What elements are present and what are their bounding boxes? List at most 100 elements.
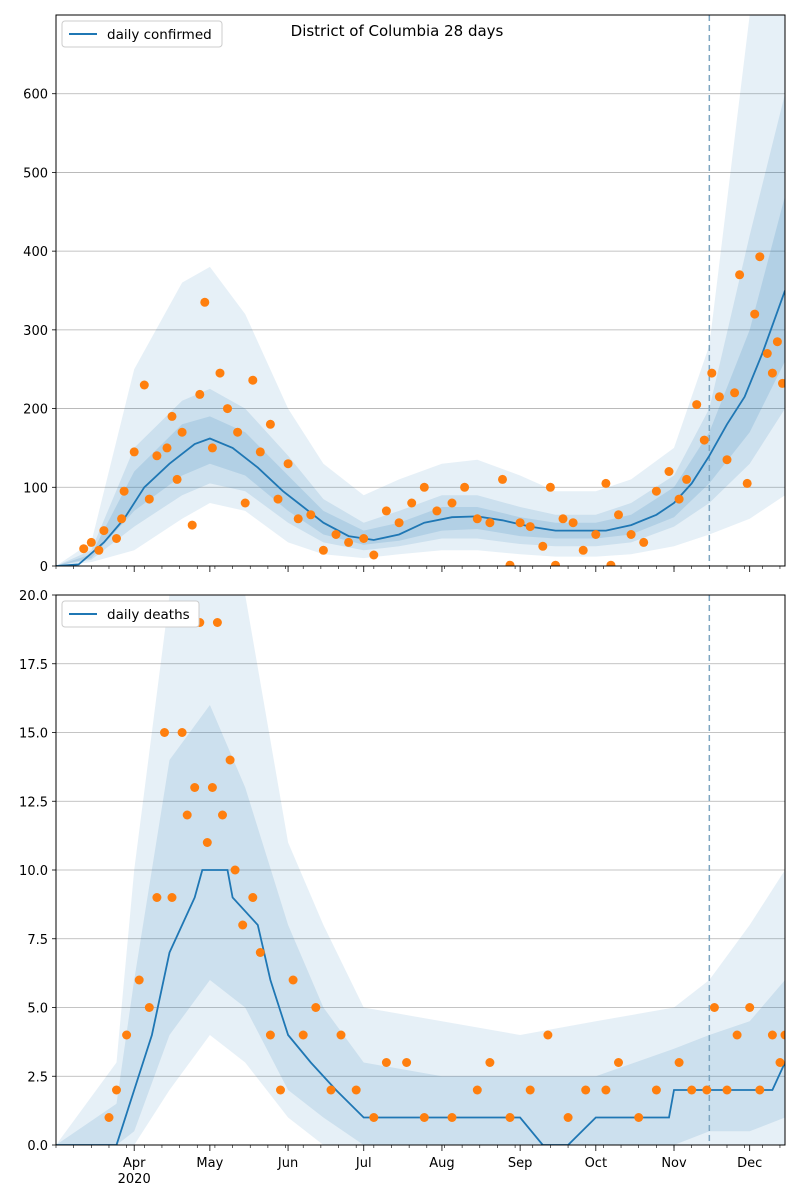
observed-point xyxy=(288,975,298,985)
observed-point xyxy=(238,920,248,930)
observed-point xyxy=(187,520,197,530)
observed-point xyxy=(273,494,283,504)
observed-point xyxy=(212,618,222,627)
observed-point xyxy=(505,1113,515,1122)
observed-point xyxy=(223,404,232,414)
observed-point xyxy=(344,537,354,547)
deaths-panel: 0.0 2.5 5.0 7.5 10.0 12.5 15.0 17.5 20.0 Apr May Ju… xyxy=(19,589,786,1187)
observed-point xyxy=(674,494,684,504)
observed-point xyxy=(606,560,616,566)
y-tick-label: 20.0 xyxy=(19,589,48,604)
observed-point xyxy=(742,478,752,488)
observed-point xyxy=(104,1113,114,1122)
observed-point xyxy=(255,447,265,457)
observed-point xyxy=(778,378,785,388)
y-tick-label: 200 xyxy=(23,403,48,418)
observed-point xyxy=(276,1085,285,1095)
observed-point xyxy=(699,435,709,445)
observed-point xyxy=(248,893,258,902)
figure-title: District of Columbia 28 days xyxy=(291,22,504,40)
y-tick-label: 0.0 xyxy=(27,1139,48,1154)
observed-point xyxy=(558,514,568,524)
observed-point xyxy=(674,1058,684,1067)
observed-point xyxy=(762,349,772,358)
observed-point xyxy=(780,1030,785,1040)
observed-point xyxy=(129,447,139,457)
y-tick-label: 10.0 xyxy=(19,864,48,879)
observed-point xyxy=(601,478,611,488)
observed-point xyxy=(94,545,104,555)
observed-point xyxy=(538,541,548,551)
observed-point xyxy=(568,518,578,528)
observed-point xyxy=(265,1030,275,1040)
observed-point xyxy=(122,1030,132,1040)
observed-point xyxy=(369,1113,379,1122)
observed-point xyxy=(735,270,745,280)
observed-point xyxy=(134,975,144,985)
y-tick-label: 100 xyxy=(23,481,48,496)
observed-point xyxy=(407,498,417,508)
y-tick-label: 17.5 xyxy=(19,658,48,673)
x-tick-label: May xyxy=(196,1156,223,1171)
observed-point xyxy=(230,865,240,875)
observed-point xyxy=(732,1030,742,1040)
observed-point xyxy=(119,486,129,496)
observed-point xyxy=(447,498,457,508)
observed-point xyxy=(505,560,515,566)
observed-point xyxy=(525,1085,535,1095)
observed-point xyxy=(485,518,495,528)
observed-point xyxy=(664,467,674,476)
observed-point xyxy=(144,494,154,504)
median-line xyxy=(56,869,785,1145)
observed-point xyxy=(351,1085,361,1095)
x-tick-label: Jun xyxy=(277,1156,298,1171)
x-tick-label: Dec xyxy=(737,1156,762,1171)
y-tick-label: 7.5 xyxy=(27,933,48,948)
observed-point xyxy=(707,368,717,378)
observed-point xyxy=(225,755,235,765)
observed-point xyxy=(240,498,250,508)
observed-point xyxy=(200,297,210,307)
confirmed-legend: daily confirmed xyxy=(61,20,223,48)
band-inner xyxy=(56,93,785,566)
observed-point xyxy=(626,530,636,539)
observed-point xyxy=(311,1003,321,1012)
observed-point xyxy=(167,411,177,421)
x-tick-label: Apr xyxy=(123,1156,146,1171)
observed-point xyxy=(563,1113,573,1122)
median-line xyxy=(56,290,785,566)
observed-point xyxy=(318,545,328,555)
observed-point xyxy=(326,1085,336,1095)
observed-point xyxy=(551,560,560,566)
observed-point xyxy=(218,810,227,820)
observed-point xyxy=(248,375,258,385)
observed-point xyxy=(682,474,692,484)
y-tick-label: 400 xyxy=(23,245,48,260)
observed-point xyxy=(702,1085,712,1095)
observed-point xyxy=(177,728,187,737)
observed-point xyxy=(755,1085,765,1095)
x-tick-label: Aug xyxy=(429,1156,454,1171)
observed-point xyxy=(639,537,649,547)
observed-point xyxy=(369,550,379,560)
observed-point xyxy=(525,522,535,532)
observed-point xyxy=(283,459,293,469)
observed-point xyxy=(775,1058,785,1067)
band-outer xyxy=(56,595,785,1145)
observed-point xyxy=(722,1085,732,1095)
observed-point xyxy=(498,474,507,484)
observed-point xyxy=(195,389,205,399)
observed-point xyxy=(152,451,162,461)
y-tick-label: 500 xyxy=(23,166,48,181)
observed-point xyxy=(207,443,217,453)
observed-point xyxy=(144,1003,154,1012)
observed-point xyxy=(99,526,109,536)
observed-point xyxy=(112,534,121,543)
observed-point xyxy=(112,1085,121,1095)
observed-point xyxy=(202,838,212,847)
observed-point xyxy=(730,388,740,398)
observed-point xyxy=(651,1085,661,1095)
observed-point xyxy=(172,474,182,484)
x-year-label: 2020 xyxy=(118,1172,151,1187)
